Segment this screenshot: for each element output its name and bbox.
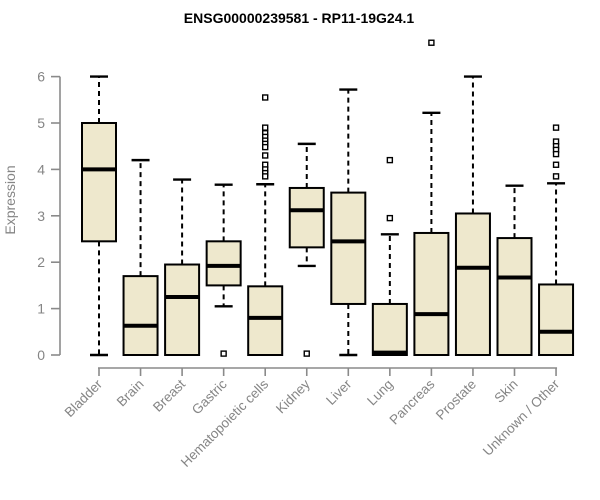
x-tick-label-brain: Brain bbox=[114, 377, 147, 410]
boxplot-hematopoietic-cells bbox=[247, 94, 284, 356]
outlier-point bbox=[262, 143, 269, 151]
boxplot-prostate bbox=[454, 75, 491, 356]
iqr-box bbox=[288, 186, 325, 249]
outlier-point bbox=[262, 152, 269, 159]
iqr-box bbox=[81, 122, 117, 243]
iqr-box bbox=[247, 285, 284, 356]
boxplot-liver bbox=[330, 88, 367, 357]
iqr-box bbox=[371, 302, 408, 356]
x-tick-label-skin: Skin bbox=[491, 377, 520, 406]
y-axis-label: Expression bbox=[2, 165, 18, 234]
x-tick-label-prostate: Prostate bbox=[433, 377, 479, 423]
x-tick-label-breast: Breast bbox=[150, 376, 188, 414]
outlier-point bbox=[262, 124, 269, 131]
y-tick-label: 4 bbox=[37, 161, 45, 177]
iqr-box bbox=[454, 212, 491, 356]
x-tick-label-unknown-other: Unknown / Other bbox=[480, 376, 563, 459]
y-tick-label: 5 bbox=[37, 115, 45, 131]
y-tick-label: 2 bbox=[37, 254, 45, 270]
x-tick-label-kidney: Kidney bbox=[273, 376, 313, 416]
iqr-box bbox=[538, 283, 575, 356]
y-tick-label: 3 bbox=[37, 208, 45, 224]
x-tick-label-gastric: Gastric bbox=[189, 376, 230, 417]
iqr-box bbox=[205, 240, 242, 287]
outlier-point bbox=[262, 94, 269, 101]
outlier-point bbox=[303, 350, 310, 357]
box-series bbox=[81, 39, 575, 357]
boxplot-pancreas bbox=[413, 39, 450, 356]
y-tick-label: 1 bbox=[37, 301, 45, 317]
outlier-point bbox=[552, 150, 560, 158]
y-tick-label: 0 bbox=[37, 347, 45, 363]
x-tick-label-pancreas: Pancreas bbox=[387, 376, 438, 427]
iqr-box bbox=[330, 191, 367, 305]
boxplot-kidney bbox=[288, 142, 325, 357]
boxplot-unknown-other bbox=[538, 124, 575, 356]
iqr-box bbox=[413, 231, 450, 356]
boxplot-skin bbox=[496, 184, 533, 357]
outlier-point bbox=[386, 156, 394, 164]
boxplot-lung bbox=[371, 156, 408, 356]
boxplot-brain bbox=[122, 158, 159, 356]
y-axis: 0 1 2 3 4 5 6 bbox=[37, 69, 61, 363]
outlier-point bbox=[386, 214, 394, 222]
iqr-box bbox=[122, 275, 159, 356]
boxplot-gastric bbox=[205, 183, 242, 357]
outlier-point bbox=[552, 173, 560, 180]
boxplot-breast bbox=[164, 178, 201, 356]
outlier-point bbox=[552, 124, 560, 131]
y-tick-label: 6 bbox=[37, 69, 45, 85]
x-tick-label-lung: Lung bbox=[364, 377, 396, 409]
x-tick-label-bladder: Bladder bbox=[62, 376, 106, 420]
outlier-point bbox=[220, 350, 227, 357]
x-tick-label-liver: Liver bbox=[323, 376, 355, 408]
outlier-point bbox=[262, 173, 269, 180]
iqr-box bbox=[164, 263, 201, 356]
outlier-point bbox=[552, 161, 560, 168]
iqr-box bbox=[496, 237, 533, 357]
boxplot-bladder bbox=[81, 75, 117, 357]
chart-title: ENSG00000239581 - RP11-19G24.1 bbox=[184, 10, 415, 26]
outlier-point bbox=[428, 39, 435, 46]
